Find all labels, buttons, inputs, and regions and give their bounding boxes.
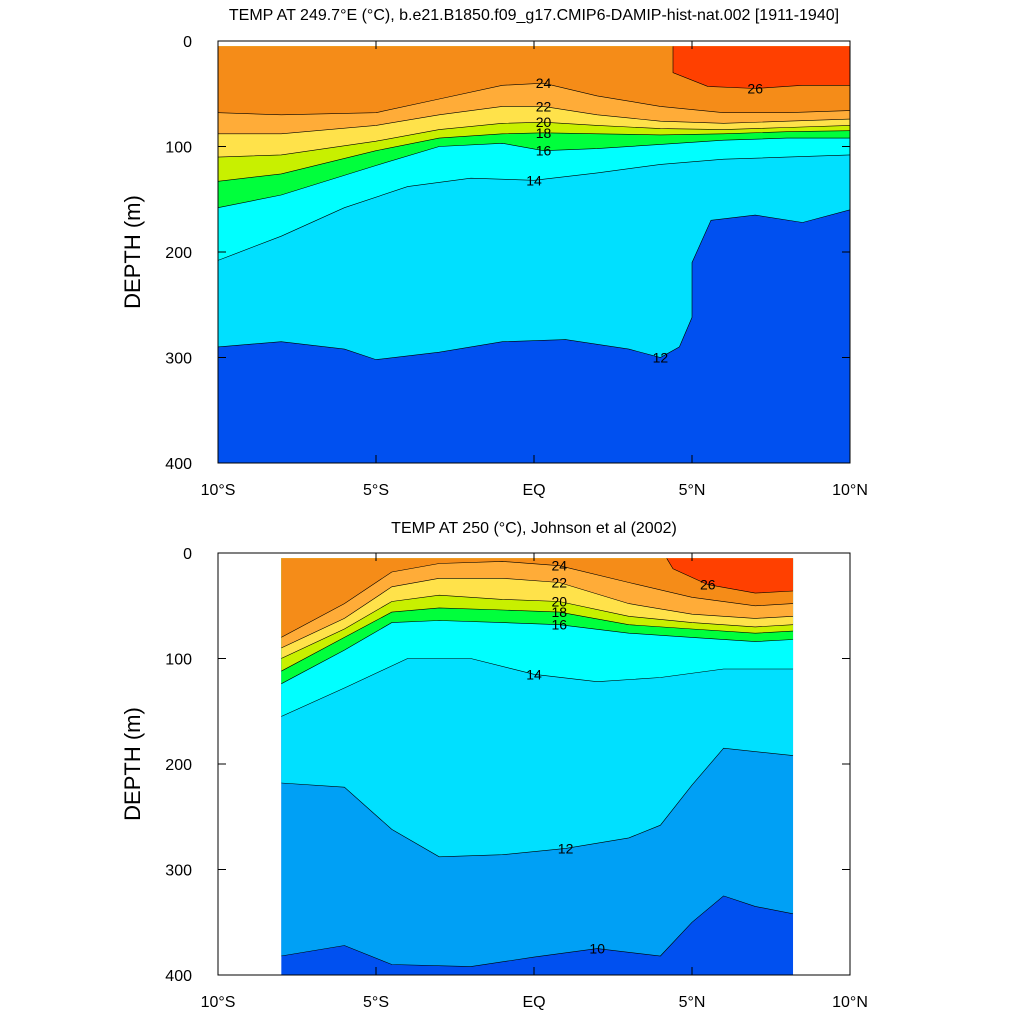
isotherm-label: 24 (536, 75, 552, 91)
band-24 (281, 558, 794, 638)
y-axis-label: DEPTH (m) (120, 707, 145, 821)
isotherm-12 (281, 747, 794, 858)
y-tick-label: 100 (165, 652, 192, 669)
y-tick-label: 200 (165, 757, 192, 774)
contour-field (218, 46, 850, 464)
x-tick-label: 5°S (363, 482, 389, 499)
isotherm-14 (281, 658, 794, 717)
isotherm-label: 10 (589, 941, 605, 957)
isotherm-18 (218, 130, 850, 182)
y-axis-label: DEPTH (m) (120, 195, 145, 309)
contour-field (281, 558, 794, 975)
isotherm-label: 12 (558, 840, 574, 856)
isotherm-label: 24 (551, 558, 567, 574)
chart-title: TEMP AT 250 (°C), Johnson et al (2002) (391, 520, 677, 537)
isotherm-20 (281, 594, 794, 659)
y-tick-label: 0 (183, 546, 192, 563)
isotherm-12 (218, 209, 850, 360)
isotherm-label: 20 (536, 114, 552, 130)
isotherm-label: 14 (526, 172, 542, 188)
x-tick-label: 5°S (363, 994, 389, 1011)
isotherm-label: 18 (551, 604, 567, 620)
isotherm-24 (281, 561, 794, 638)
y-tick-label: 400 (165, 968, 192, 985)
isotherm-label: 16 (536, 143, 552, 159)
y-tick-label: 200 (165, 245, 192, 262)
isotherm-26 (672, 46, 850, 89)
x-tick-label: 10°S (201, 994, 236, 1011)
isotherm-label: 22 (551, 575, 567, 591)
isotherm-label: 18 (536, 125, 552, 141)
y-tick-label: 400 (165, 456, 192, 473)
x-tick-label: EQ (522, 994, 545, 1011)
isotherm-16 (281, 620, 794, 685)
isotherm-18 (281, 607, 794, 672)
isotherm-label: 26 (747, 80, 763, 96)
isotherm-label: 20 (551, 594, 567, 610)
y-tick-label: 100 (165, 140, 192, 157)
isotherm-label: 22 (536, 98, 552, 114)
band-26 (666, 558, 794, 594)
isotherm-24 (218, 82, 850, 116)
x-tick-label: 5°N (679, 482, 706, 499)
isotherm-14 (218, 154, 850, 261)
isotherm-label: 26 (700, 577, 716, 593)
isotherm-26 (666, 558, 794, 594)
isotherm-22 (218, 106, 850, 135)
isotherm-label: 16 (551, 617, 567, 633)
chart-title: TEMP AT 249.7°E (°C), b.e21.B1850.f09_g1… (229, 7, 839, 24)
isotherm-20 (218, 121, 850, 158)
x-tick-label: EQ (522, 482, 545, 499)
isotherm-16 (218, 137, 850, 208)
isotherm-22 (281, 578, 794, 649)
x-tick-label: 5°N (679, 994, 706, 1011)
x-tick-label: 10°N (832, 482, 868, 499)
isotherm-10 (281, 895, 794, 967)
y-tick-label: 300 (165, 863, 192, 880)
y-tick-label: 0 (183, 34, 192, 51)
x-tick-label: 10°S (201, 482, 236, 499)
y-tick-label: 300 (165, 351, 192, 368)
band-26 (673, 46, 850, 89)
isotherm-label: 14 (526, 666, 542, 682)
isotherm-label: 12 (653, 350, 669, 366)
x-tick-label: 10°N (832, 994, 868, 1011)
